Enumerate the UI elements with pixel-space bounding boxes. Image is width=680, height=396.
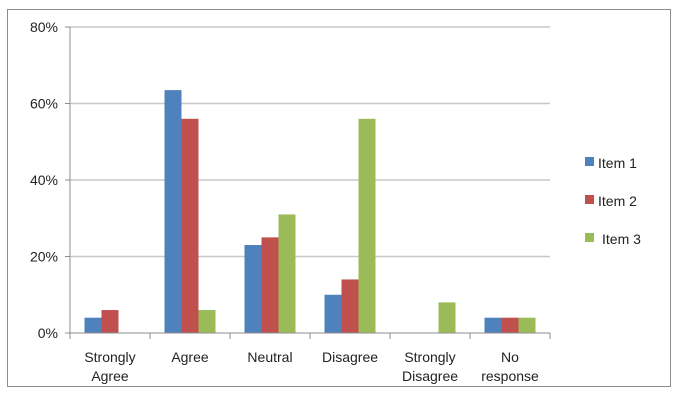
bar-item-3 bbox=[358, 118, 376, 333]
legend: Item 1 Item 2 Item 3 bbox=[585, 155, 641, 247]
legend-label: Item 1 bbox=[598, 155, 637, 171]
x-category-label: Neutral bbox=[247, 349, 292, 365]
legend-swatch bbox=[585, 195, 594, 204]
legend-label: Item 2 bbox=[598, 193, 637, 209]
y-tick-label: 40% bbox=[30, 172, 58, 188]
x-category-label: No response bbox=[481, 349, 539, 384]
bar-item-1 bbox=[244, 245, 262, 333]
bar-item-3 bbox=[198, 310, 216, 333]
y-tick-label: 60% bbox=[30, 96, 58, 112]
x-category-label: Disagree bbox=[322, 349, 378, 365]
bar-item-1 bbox=[84, 317, 102, 333]
bars bbox=[84, 90, 536, 333]
y-tick-label: 20% bbox=[30, 249, 58, 265]
bar-item-2 bbox=[181, 118, 199, 333]
bar-item-3 bbox=[438, 302, 456, 333]
y-tick-label: 80% bbox=[30, 19, 58, 35]
bar-item-2 bbox=[101, 310, 119, 333]
legend-label: Item 3 bbox=[602, 231, 641, 247]
bar-item-2 bbox=[501, 317, 519, 333]
bar-item-3 bbox=[518, 317, 536, 333]
x-category-label: Strongly Disagree bbox=[402, 349, 458, 384]
x-category-label: Agree bbox=[171, 349, 209, 365]
bar-item-1 bbox=[324, 294, 342, 333]
y-axis-ticks: 0% 20% 40% 60% 80% bbox=[30, 19, 70, 341]
legend-swatch bbox=[585, 157, 594, 166]
y-tick-label: 0% bbox=[38, 325, 58, 341]
bar-item-3 bbox=[278, 214, 296, 333]
bar-item-1 bbox=[164, 90, 182, 333]
x-axis-labels: Strongly Agree Agree Neutral Disagree Strongl… bbox=[84, 349, 539, 384]
bar-item-1 bbox=[484, 317, 502, 333]
x-category-label: Strongly Agree bbox=[84, 349, 135, 384]
bar-item-2 bbox=[341, 279, 359, 333]
legend-swatch bbox=[585, 233, 594, 242]
axes bbox=[69, 27, 551, 339]
bar-item-2 bbox=[261, 237, 279, 333]
grid-lines bbox=[70, 26, 550, 258]
